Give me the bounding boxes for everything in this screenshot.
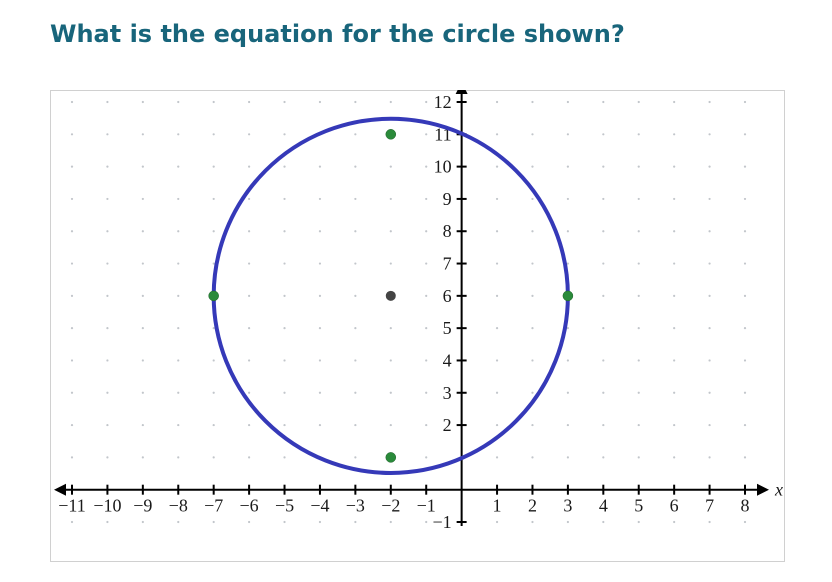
x-tick-label: −8 xyxy=(169,496,188,516)
y-tick-label: 2 xyxy=(443,415,452,435)
y-tick-label: 7 xyxy=(443,254,452,274)
x-tick-label: 7 xyxy=(705,496,714,516)
x-tick-label: 2 xyxy=(528,496,537,516)
x-tick-label: 6 xyxy=(670,496,679,516)
x-tick-label: −3 xyxy=(346,496,365,516)
coordinate-plane-chart: −11−10−9−8−7−6−5−4−3−2−112345678−1234567… xyxy=(50,90,785,562)
x-tick-label: 8 xyxy=(741,496,750,516)
circle-edge-point xyxy=(386,452,396,462)
x-tick-label: 4 xyxy=(599,496,608,516)
circle-edge-point xyxy=(386,129,396,139)
x-tick-label: 1 xyxy=(493,496,502,516)
y-tick-label: 5 xyxy=(443,318,452,338)
x-axis-arrow-left xyxy=(54,484,66,496)
circle-center-point xyxy=(386,291,396,301)
x-tick-label: −4 xyxy=(310,496,329,516)
y-tick-label: 12 xyxy=(434,92,452,112)
x-tick-label: 5 xyxy=(634,496,643,516)
x-tick-label: −7 xyxy=(204,496,223,516)
y-tick-label: 3 xyxy=(443,383,452,403)
x-tick-label: −5 xyxy=(275,496,294,516)
y-tick-label: 6 xyxy=(443,286,452,306)
x-tick-label: −6 xyxy=(240,496,259,516)
x-tick-label: −10 xyxy=(93,496,121,516)
x-tick-label: 3 xyxy=(563,496,572,516)
x-axis-arrow-right xyxy=(757,484,769,496)
x-axis-label: x xyxy=(774,480,783,500)
x-tick-label: −2 xyxy=(381,496,400,516)
y-tick-label: −1 xyxy=(432,512,451,532)
question-title: What is the equation for the circle show… xyxy=(50,20,625,48)
y-tick-label: 8 xyxy=(443,221,452,241)
y-tick-label: 4 xyxy=(443,350,452,370)
x-tick-label: −9 xyxy=(133,496,152,516)
circle-edge-point xyxy=(209,291,219,301)
grid xyxy=(71,101,746,523)
y-tick-label: 10 xyxy=(434,157,452,177)
y-axis-arrow-up xyxy=(456,90,468,94)
y-tick-label: 9 xyxy=(443,189,452,209)
x-tick-label: −11 xyxy=(58,496,85,516)
circle-edge-point xyxy=(563,291,573,301)
